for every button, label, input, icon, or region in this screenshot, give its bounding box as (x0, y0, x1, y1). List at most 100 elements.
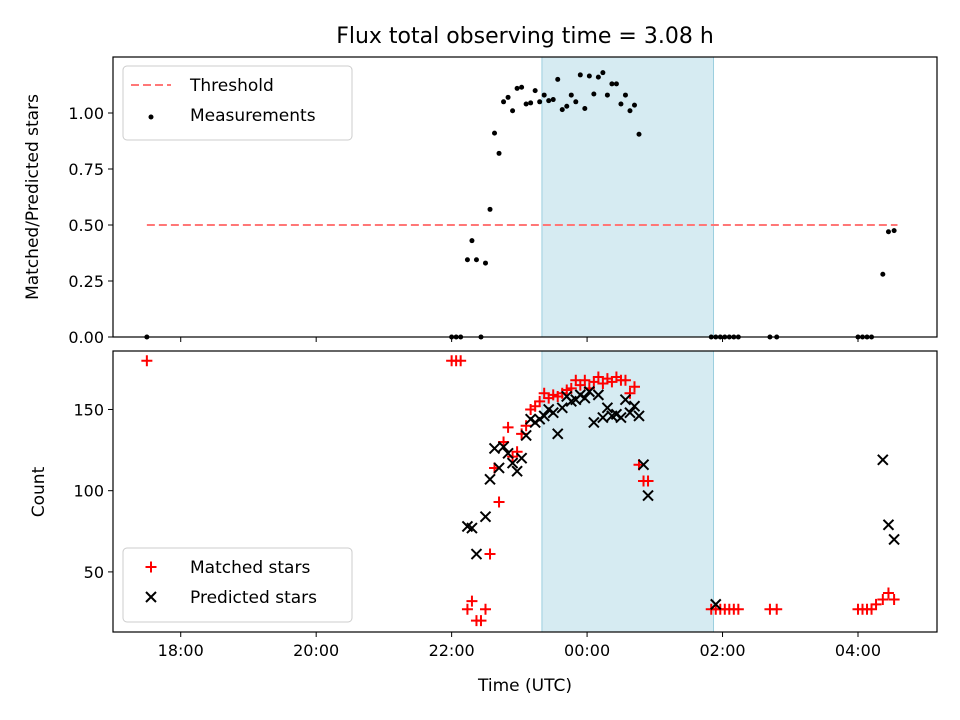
data-point (496, 150, 502, 156)
y-tick-label: 50 (84, 563, 104, 582)
data-point (573, 99, 579, 105)
data-point (514, 85, 520, 91)
data-point (582, 106, 588, 112)
data-point (466, 595, 478, 607)
legend-label: Matched stars (190, 558, 310, 578)
data-point (588, 416, 600, 429)
data-point (882, 519, 895, 531)
data-point (624, 387, 636, 399)
data-point (877, 594, 889, 606)
data-point (877, 454, 889, 466)
data-point (141, 355, 153, 367)
legend-entry: Threshold (131, 76, 274, 96)
data-point (609, 81, 615, 87)
data-point (547, 407, 559, 419)
data-point (631, 102, 637, 108)
data-point (464, 257, 470, 263)
data-point (493, 462, 505, 474)
data-point (506, 457, 519, 469)
data-point (564, 103, 570, 109)
data-point (502, 447, 514, 460)
data-point (469, 238, 475, 244)
shaded-interval (541, 57, 714, 337)
data-point (628, 400, 641, 412)
y-tick-label: 100 (73, 482, 104, 501)
data-point (538, 410, 550, 422)
data-point (619, 394, 632, 406)
data-point (534, 395, 546, 407)
data-point (550, 97, 556, 103)
data-point (642, 489, 654, 502)
data-point (592, 389, 605, 401)
data-point (577, 72, 583, 78)
data-point (475, 615, 487, 627)
data-point (511, 465, 523, 477)
data-point (470, 548, 483, 560)
legend-box (122, 65, 353, 141)
x-tick-label: 18:00 (158, 641, 204, 660)
data-point (633, 410, 645, 422)
data-point (555, 76, 561, 82)
data-point (502, 421, 514, 433)
data-point (546, 98, 552, 104)
data-point (597, 411, 609, 424)
data-point (510, 108, 516, 114)
data-point (559, 107, 565, 113)
data-point (642, 475, 654, 487)
y-tick-label: 1.00 (68, 104, 104, 123)
data-point (515, 452, 528, 464)
data-point (537, 99, 543, 105)
legend-entry: Matched stars (145, 558, 310, 578)
data-point (497, 441, 510, 453)
data-point (600, 70, 606, 76)
data-point (511, 446, 523, 458)
data-point (484, 473, 496, 486)
data-point (636, 131, 642, 137)
data-point (492, 130, 498, 136)
legend-entry: Predicted stars (145, 588, 317, 608)
data-point (637, 458, 650, 471)
data-point (501, 99, 507, 105)
data-point (528, 100, 534, 106)
bottom-panel: 50 100 150 18:00 20:00 22:00 00:00 02:00 04:00 Ma… (73, 350, 938, 660)
data-point (493, 496, 505, 508)
data-point (568, 92, 574, 98)
data-point (732, 603, 744, 615)
y-tick-label: 0.50 (68, 216, 104, 235)
data-point (586, 73, 592, 79)
y-tick-label: 0.00 (68, 328, 104, 347)
data-point (520, 420, 532, 432)
data-point (520, 429, 532, 442)
legend-x-icon (145, 591, 157, 603)
legend-plus-icon (145, 561, 157, 573)
data-point (595, 74, 601, 80)
data-point (505, 94, 511, 100)
data-point (880, 271, 886, 277)
data-point (591, 91, 597, 97)
y-tick-label: 0.25 (68, 272, 104, 291)
legend-box (122, 547, 353, 623)
legend-dot-icon (148, 114, 154, 120)
plot-frame (112, 56, 938, 338)
data-point (519, 84, 525, 90)
plot-frame (112, 350, 938, 633)
data-point (579, 392, 591, 404)
y-tick-label: 150 (73, 400, 104, 419)
data-point (523, 101, 529, 107)
data-point (601, 402, 614, 414)
data-point (466, 522, 478, 534)
data-point (771, 603, 783, 615)
data-point (628, 381, 640, 393)
data-point (627, 108, 633, 114)
data-point (615, 411, 627, 424)
legend: Matched stars Predicted stars (122, 547, 353, 623)
data-point (624, 407, 636, 419)
x-tick-label: 20:00 (293, 641, 339, 660)
data-point (710, 598, 722, 611)
x-tick-label: 04:00 (835, 641, 881, 660)
data-point (619, 374, 631, 386)
data-point (461, 603, 473, 615)
x-tick-label: 02:00 (699, 641, 745, 660)
data-point (579, 374, 591, 386)
